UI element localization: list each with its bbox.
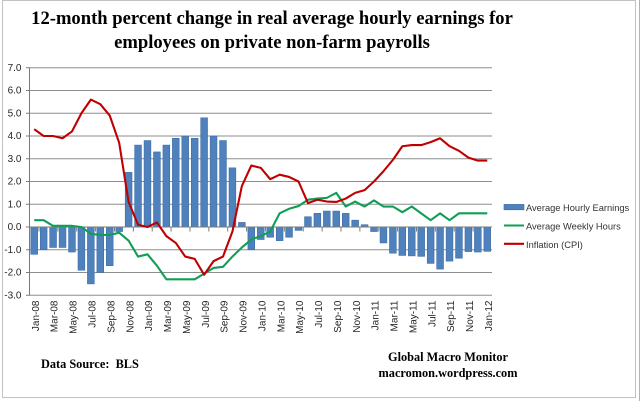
svg-text:Jul-09: Jul-09 bbox=[201, 300, 212, 328]
svg-text:Jul-11: Jul-11 bbox=[427, 300, 438, 327]
svg-text:Nov-10: Nov-10 bbox=[352, 300, 363, 333]
svg-text:Jul-08: Jul-08 bbox=[87, 300, 98, 328]
svg-text:Sep-11: Sep-11 bbox=[446, 300, 457, 332]
svg-text:Mar-10: Mar-10 bbox=[276, 300, 287, 332]
svg-text:Jan-09: Jan-09 bbox=[144, 300, 155, 331]
svg-text:2.0: 2.0 bbox=[8, 177, 22, 188]
svg-text:Jan-10: Jan-10 bbox=[257, 300, 268, 331]
svg-text:Nov-08: Nov-08 bbox=[125, 300, 136, 333]
svg-text:Jul-10: Jul-10 bbox=[314, 300, 325, 328]
svg-text:Jan-11: Jan-11 bbox=[371, 300, 382, 330]
svg-text:-3.0: -3.0 bbox=[4, 290, 22, 301]
svg-text:Mar-09: Mar-09 bbox=[163, 300, 174, 332]
svg-text:4.0: 4.0 bbox=[8, 131, 22, 142]
svg-text:-1.0: -1.0 bbox=[4, 245, 22, 256]
svg-text:May-09: May-09 bbox=[182, 300, 193, 334]
svg-text:Jan-08: Jan-08 bbox=[31, 300, 42, 331]
svg-text:May-11: May-11 bbox=[408, 300, 419, 333]
svg-text:Sep-08: Sep-08 bbox=[106, 300, 117, 333]
svg-text:Nov-09: Nov-09 bbox=[239, 300, 250, 333]
svg-text:Nov-11: Nov-11 bbox=[465, 300, 476, 332]
svg-text:May-10: May-10 bbox=[295, 300, 306, 334]
svg-text:Mar-08: Mar-08 bbox=[50, 300, 61, 332]
svg-text:0.0: 0.0 bbox=[8, 222, 22, 233]
svg-text:1.0: 1.0 bbox=[8, 199, 22, 210]
svg-text:-2.0: -2.0 bbox=[4, 268, 22, 279]
svg-text:May-08: May-08 bbox=[69, 300, 80, 334]
svg-text:Sep-10: Sep-10 bbox=[333, 300, 344, 333]
svg-text:3.0: 3.0 bbox=[8, 154, 22, 165]
svg-text:5.0: 5.0 bbox=[8, 108, 22, 119]
svg-text:Average Hourly Earnings: Average Hourly Earnings bbox=[526, 203, 630, 213]
svg-text:Sep-09: Sep-09 bbox=[220, 300, 231, 333]
svg-text:Jan-12: Jan-12 bbox=[484, 300, 495, 331]
svg-text:7.0: 7.0 bbox=[8, 63, 22, 74]
svg-text:Average Weekly Hours: Average Weekly Hours bbox=[526, 222, 621, 232]
svg-text:6.0: 6.0 bbox=[8, 86, 22, 97]
svg-text:Inflation (CPI): Inflation (CPI) bbox=[526, 240, 583, 250]
svg-text:Mar-11: Mar-11 bbox=[390, 300, 401, 331]
